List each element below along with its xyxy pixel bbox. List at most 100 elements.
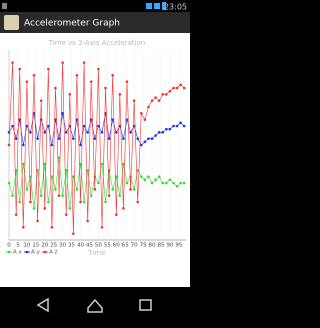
data-point: [172, 181, 175, 185]
data-point: [136, 137, 140, 140]
data-point: [165, 127, 168, 131]
x-tick-label: 65: [122, 243, 129, 249]
data-point: [111, 188, 114, 191]
data-point: [11, 194, 14, 197]
data-point: [118, 93, 122, 96]
data-point: [72, 175, 75, 178]
data-point: [25, 80, 29, 83]
data-point: [179, 121, 182, 125]
data-point: [150, 181, 154, 185]
data-point: [11, 124, 14, 128]
data-point: [82, 200, 86, 204]
data-point: [182, 86, 186, 90]
data-point: [50, 143, 54, 147]
data-point: [125, 80, 129, 83]
data-point: [36, 219, 39, 223]
data-point: [168, 127, 172, 131]
data-point: [172, 124, 175, 128]
x-tick-label: 45: [86, 243, 93, 249]
data-point: [175, 124, 179, 128]
data-point: [50, 226, 54, 229]
data-point: [39, 194, 43, 197]
data-point: [157, 99, 161, 102]
data-point: [100, 131, 104, 134]
x-tick-label: 30: [59, 243, 66, 249]
data-point: [97, 124, 100, 128]
data-point: [82, 124, 86, 128]
x-axis-label: Time: [87, 249, 105, 257]
data-point: [175, 86, 179, 90]
data-point: [75, 188, 79, 191]
data-point: [43, 131, 47, 134]
data-point: [82, 61, 86, 64]
data-point: [89, 80, 93, 83]
x-tick-label: 60: [113, 243, 120, 249]
back-button[interactable]: [36, 297, 49, 313]
data-point: [143, 178, 147, 182]
data-point: [93, 175, 97, 178]
x-tick-label: 90: [166, 243, 173, 249]
screen: 23:05 Accelerometer Graph Time vs 3-Axis…: [0, 2, 190, 313]
data-point: [64, 169, 68, 172]
data-point: [168, 89, 172, 93]
data-point: [140, 175, 143, 178]
data-point: [118, 194, 122, 197]
data-point: [147, 137, 150, 140]
data-point: [25, 124, 29, 128]
data-point: [136, 200, 140, 204]
data-point: [14, 137, 18, 140]
data-point: [64, 213, 68, 216]
data-point: [136, 169, 140, 172]
data-point: [104, 200, 107, 204]
data-point: [107, 137, 111, 140]
data-point: [97, 67, 100, 71]
data-point: [129, 175, 132, 178]
data-point: [14, 169, 18, 172]
data-point: [93, 188, 97, 191]
x-tick-label: 75: [140, 243, 147, 249]
clock: 23:05: [164, 3, 187, 12]
data-point: [150, 99, 154, 102]
data-point: [22, 143, 25, 147]
data-point: [168, 178, 172, 182]
data-point: [154, 96, 157, 99]
chart-title: Time vs 3-Axis Acceleration: [48, 39, 145, 47]
data-point: [104, 86, 107, 90]
recent-apps-button[interactable]: [139, 299, 152, 311]
data-point: [125, 181, 129, 185]
home-button[interactable]: [87, 298, 103, 313]
data-point: [182, 124, 186, 128]
data-point: [179, 181, 182, 185]
data-point: [122, 207, 125, 210]
x-tick-label: 40: [77, 243, 84, 249]
data-point: [140, 112, 143, 115]
signal-icon: [154, 3, 160, 9]
data-point: [7, 131, 11, 134]
data-point: [50, 175, 54, 178]
app-bar: [0, 12, 190, 33]
data-point: [129, 131, 132, 134]
data-point: [57, 194, 61, 197]
data-point: [57, 156, 61, 159]
x-tick-label: 50: [95, 243, 102, 249]
data-point: [43, 162, 47, 166]
x-tick-label: 55: [104, 243, 111, 249]
data-point: [47, 200, 50, 204]
data-point: [132, 99, 136, 102]
data-point: [125, 118, 129, 121]
data-point: [18, 200, 22, 204]
legend-marker: [43, 250, 47, 254]
app-icon[interactable]: [4, 15, 19, 30]
wifi-icon: [146, 3, 152, 9]
data-point: [132, 188, 136, 191]
data-point: [172, 86, 175, 90]
data-point: [161, 131, 165, 134]
data-point: [107, 194, 111, 197]
data-point: [7, 181, 11, 185]
legend-marker: [7, 250, 11, 254]
data-point: [68, 207, 72, 210]
data-point: [54, 188, 57, 191]
data-point: [57, 137, 61, 140]
data-point: [97, 181, 100, 185]
x-tick-label: 10: [23, 243, 30, 249]
